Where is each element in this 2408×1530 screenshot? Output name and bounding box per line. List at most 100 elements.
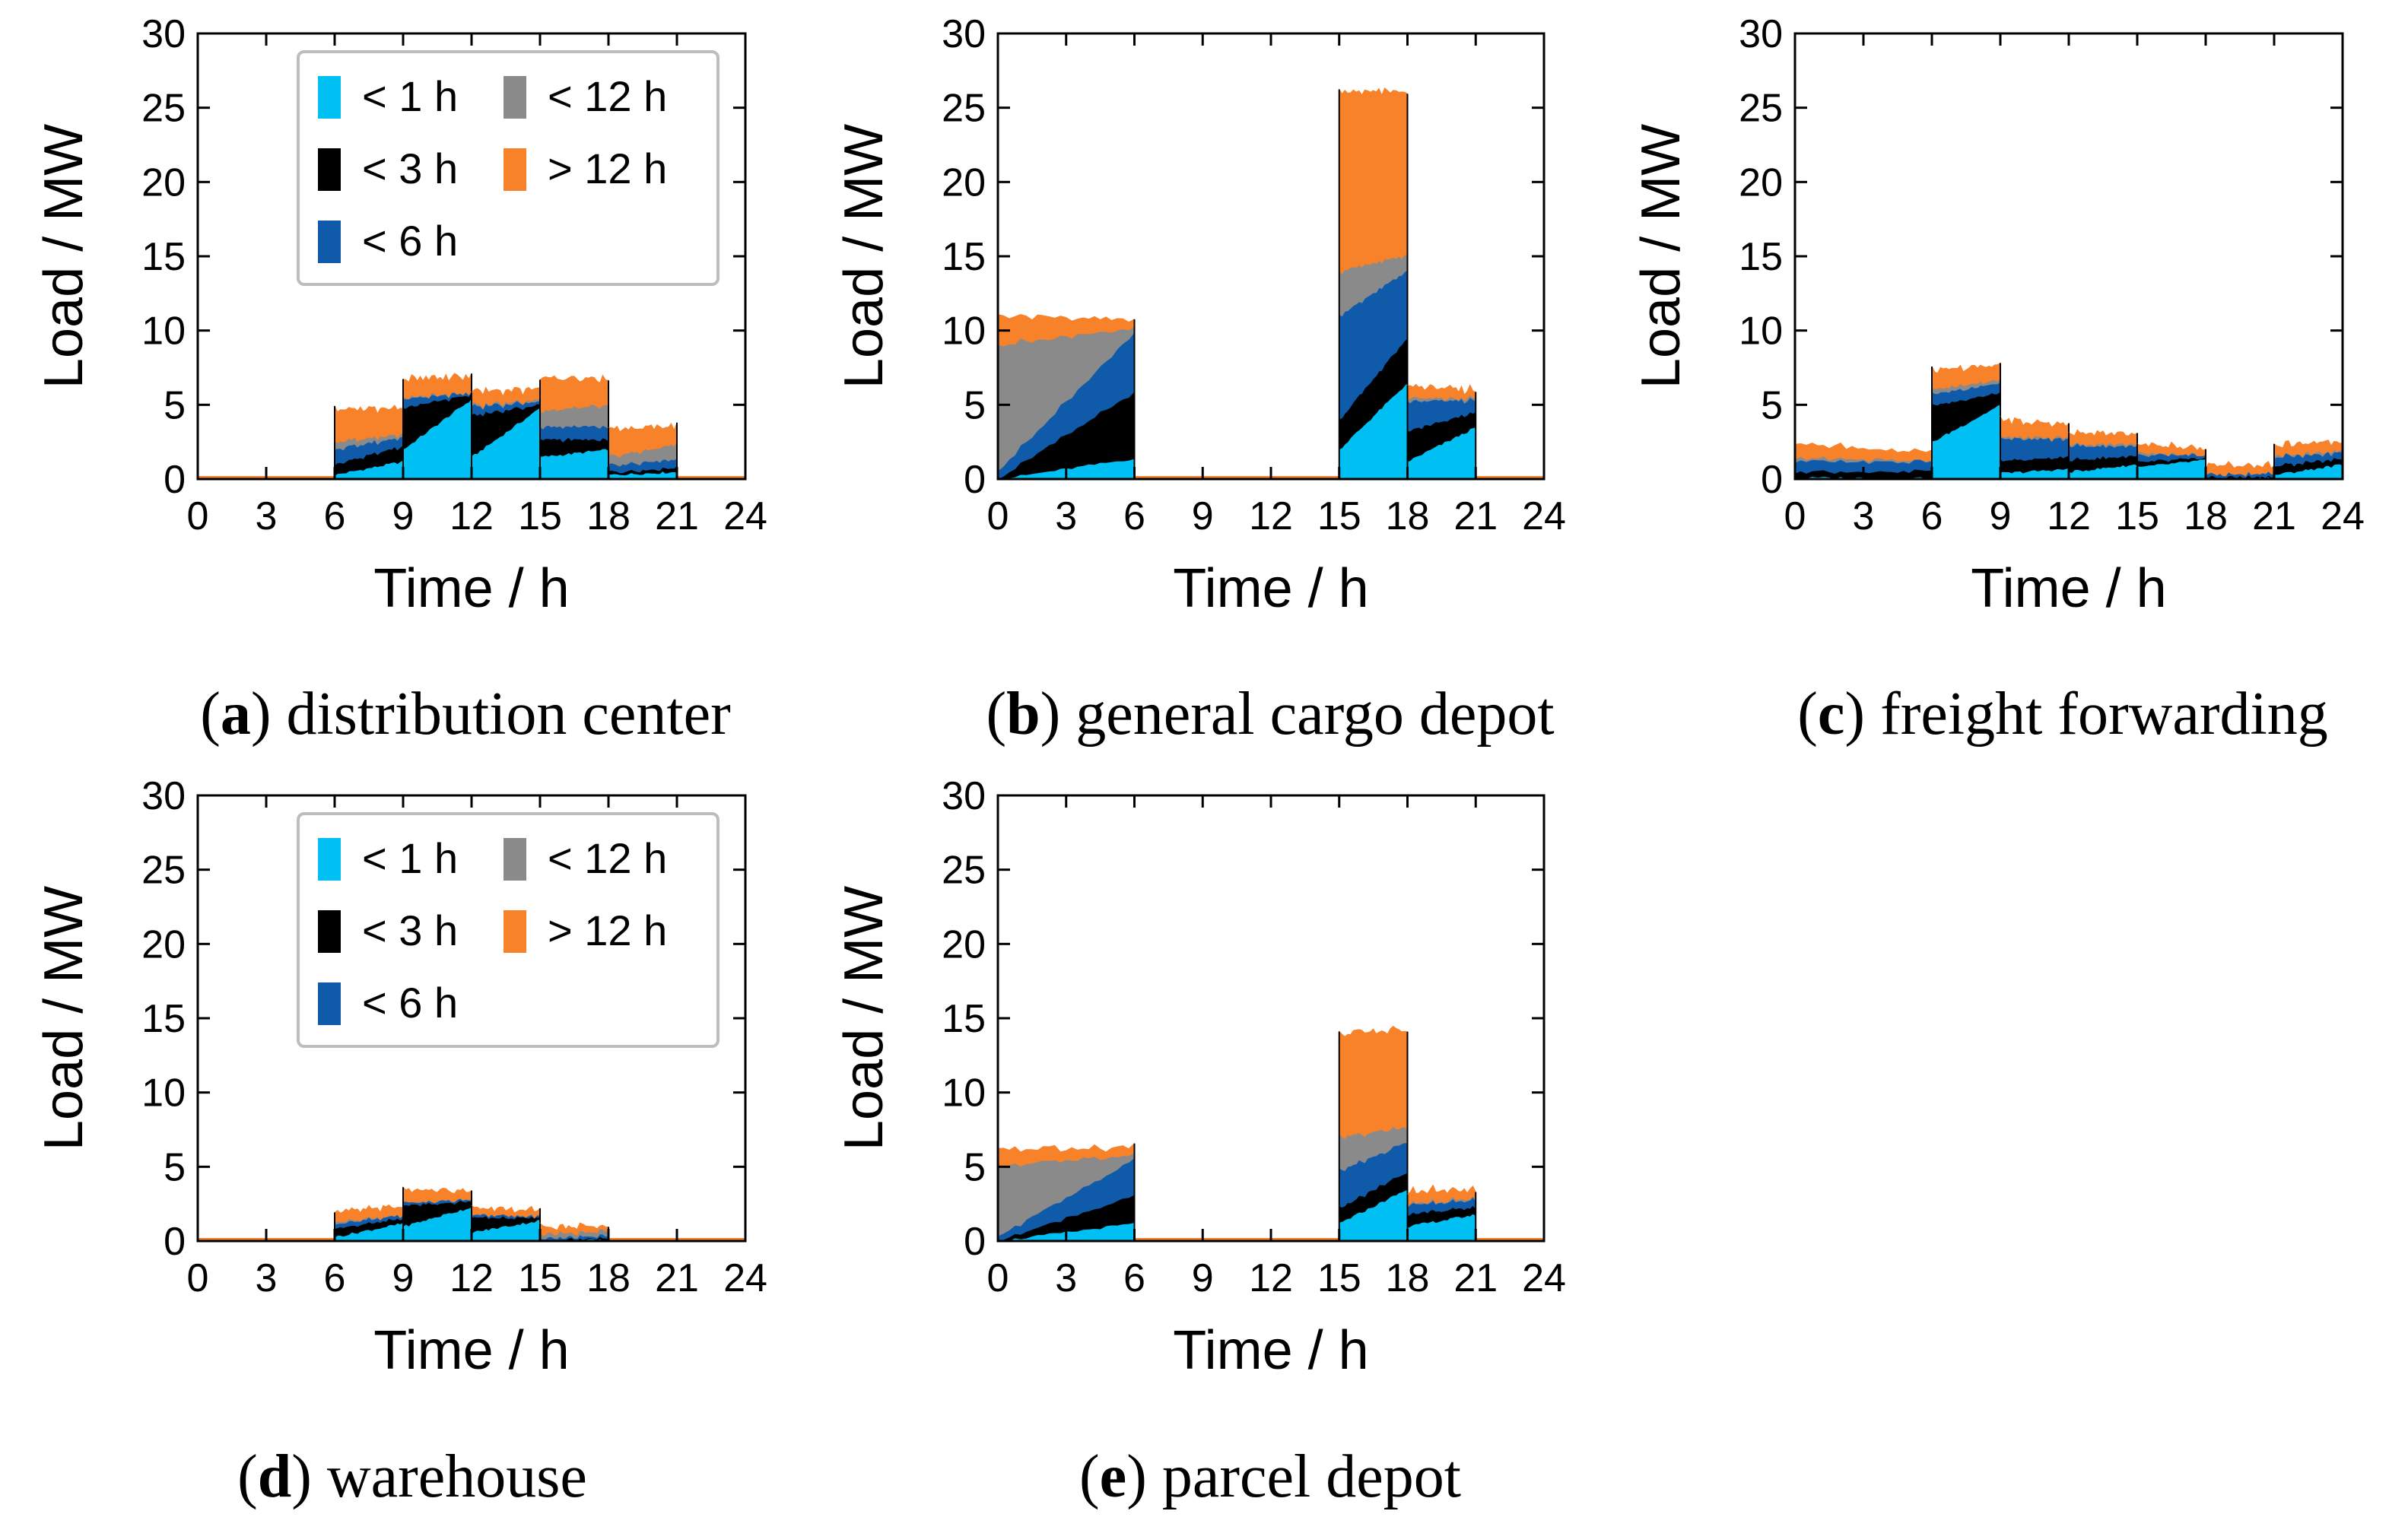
legend-swatch-lt3h [318,148,341,191]
chart-panel-e: 0 5 10 15 20 25 30 0 3 6 9 12 15 18 21 24 Time / h Load /… [834,774,1566,1510]
x-tick-label: 15 [518,1256,562,1300]
x-tick-label: 3 [1853,494,1875,538]
y-tick-label: 20 [141,160,186,205]
x-tick-label: 6 [1123,1256,1145,1300]
x-tick-label: 21 [655,494,699,538]
legend-swatch-lt1h [318,838,341,881]
area-gt12h-segment-1 [1339,1025,1408,1139]
x-tick-label: 21 [655,1256,699,1300]
x-tick-label: 24 [2321,494,2365,538]
x-tick-label: 0 [187,494,209,538]
y-tick-label: 5 [964,383,986,427]
x-tick-label: 18 [586,1256,631,1300]
legend-swatch-gt12h [504,910,526,953]
area-lt6h-segment-2 [2000,436,2070,462]
legend-swatch-lt12h [504,76,526,119]
y-tick-label: 25 [942,87,986,131]
panel-caption: (a) distribution center [200,681,731,748]
x-axis-label: Time / h [1173,1320,1368,1381]
x-axis-label: Time / h [1971,558,2166,619]
legend-label-lt12h: < 12 h [548,834,667,882]
y-tick-label: 20 [942,160,986,205]
x-axis-label: Time / h [373,558,569,619]
y-tick-label: 10 [141,1071,186,1116]
legend-swatch-gt12h [504,148,526,191]
caption-letter: b [1006,681,1040,748]
x-tick-label: 3 [256,1256,278,1300]
panel-caption: (c) freight forwarding [1797,681,2327,748]
y-tick-label: 10 [942,1071,986,1116]
y-tick-label: 0 [1761,458,1783,502]
y-tick-label: 15 [942,235,986,279]
caption-letter: a [221,681,251,748]
x-axis-label: Time / h [1173,558,1368,619]
x-tick-label: 21 [1453,494,1498,538]
y-tick-label: 20 [141,922,186,967]
x-tick-label: 6 [324,1256,346,1300]
y-tick-label: 20 [942,922,986,967]
caption-open-paren: ( [986,681,1006,748]
x-tick-label: 3 [1055,1256,1077,1300]
x-tick-label: 9 [1192,494,1214,538]
x-tick-label: 0 [187,1256,209,1300]
y-tick-label: 10 [942,309,986,354]
chart-panel-b: 0 5 10 15 20 25 30 0 3 6 9 12 15 18 21 24 Time / h Load /… [834,12,1566,748]
legend: < 1 h < 12 h < 3 h > 12 h < 6 h [297,812,720,1048]
y-tick-label: 20 [1739,160,1783,205]
x-tick-label: 12 [1249,494,1293,538]
y-axis-label: Load / MW [1631,124,1692,389]
y-tick-label: 5 [164,1145,186,1189]
caption-text: ) distribution center [251,681,731,748]
x-tick-label: 24 [723,494,767,538]
panel-caption: (e) parcel depot [1079,1443,1461,1510]
y-tick-label: 15 [141,235,186,279]
x-tick-label: 6 [324,494,346,538]
caption-open-paren: ( [1797,681,1818,748]
legend: < 1 h < 12 h < 3 h > 12 h < 6 h [297,50,720,286]
caption-text: ) freight forwarding [1844,681,2327,748]
x-tick-label: 15 [1317,494,1361,538]
legend-label-lt3h: < 3 h [362,144,458,192]
legend-label-lt3h: < 3 h [362,906,458,954]
y-tick-label: 30 [942,774,986,818]
y-tick-label: 25 [1739,87,1783,131]
caption-letter: e [1100,1443,1127,1510]
y-tick-label: 25 [141,849,186,893]
x-tick-label: 3 [256,494,278,538]
x-tick-label: 0 [987,494,1009,538]
y-tick-label: 5 [1761,383,1783,427]
y-tick-label: 30 [942,12,986,56]
x-tick-label: 18 [586,494,631,538]
x-tick-label: 9 [392,1256,415,1300]
x-tick-label: 21 [2252,494,2296,538]
legend-label-lt6h: < 6 h [362,979,458,1027]
y-tick-label: 15 [141,997,186,1041]
legend-label-lt1h: < 1 h [362,834,458,882]
x-tick-label: 12 [1249,1256,1293,1300]
legend-swatch-lt3h [318,910,341,953]
chart-panel-d: 0 5 10 15 20 25 30 0 3 6 9 12 15 18 21 24 Time / h Load /… [33,774,767,1510]
caption-letter: c [1818,681,1845,748]
y-tick-label: 10 [1739,309,1783,354]
y-tick-label: 25 [141,87,186,131]
y-axis-label: Load / MW [33,886,94,1151]
y-tick-label: 25 [942,849,986,893]
legend-swatch-lt6h [318,982,341,1025]
caption-text: ) parcel depot [1126,1443,1461,1510]
y-axis-label: Load / MW [834,124,894,389]
plot-frame [1793,32,2344,481]
legend-label-lt12h: < 12 h [548,72,667,120]
chart-panel-c: 0 5 10 15 20 25 30 0 3 6 9 12 15 18 21 24 Time / h Load /… [1631,12,2365,748]
x-tick-label: 12 [2047,494,2091,538]
y-tick-label: 30 [141,12,186,56]
caption-text: ) general cargo depot [1040,681,1555,748]
caption-open-paren: ( [237,1443,258,1510]
x-tick-label: 21 [1453,1256,1498,1300]
y-tick-label: 0 [964,1220,986,1264]
y-tick-label: 0 [964,458,986,502]
chart-panel-a: 0 5 10 15 20 25 30 0 3 6 9 12 15 18 21 24 Time / h Load /… [33,12,767,748]
x-tick-label: 18 [1386,494,1430,538]
x-tick-label: 12 [450,494,494,538]
x-tick-label: 18 [2184,494,2228,538]
